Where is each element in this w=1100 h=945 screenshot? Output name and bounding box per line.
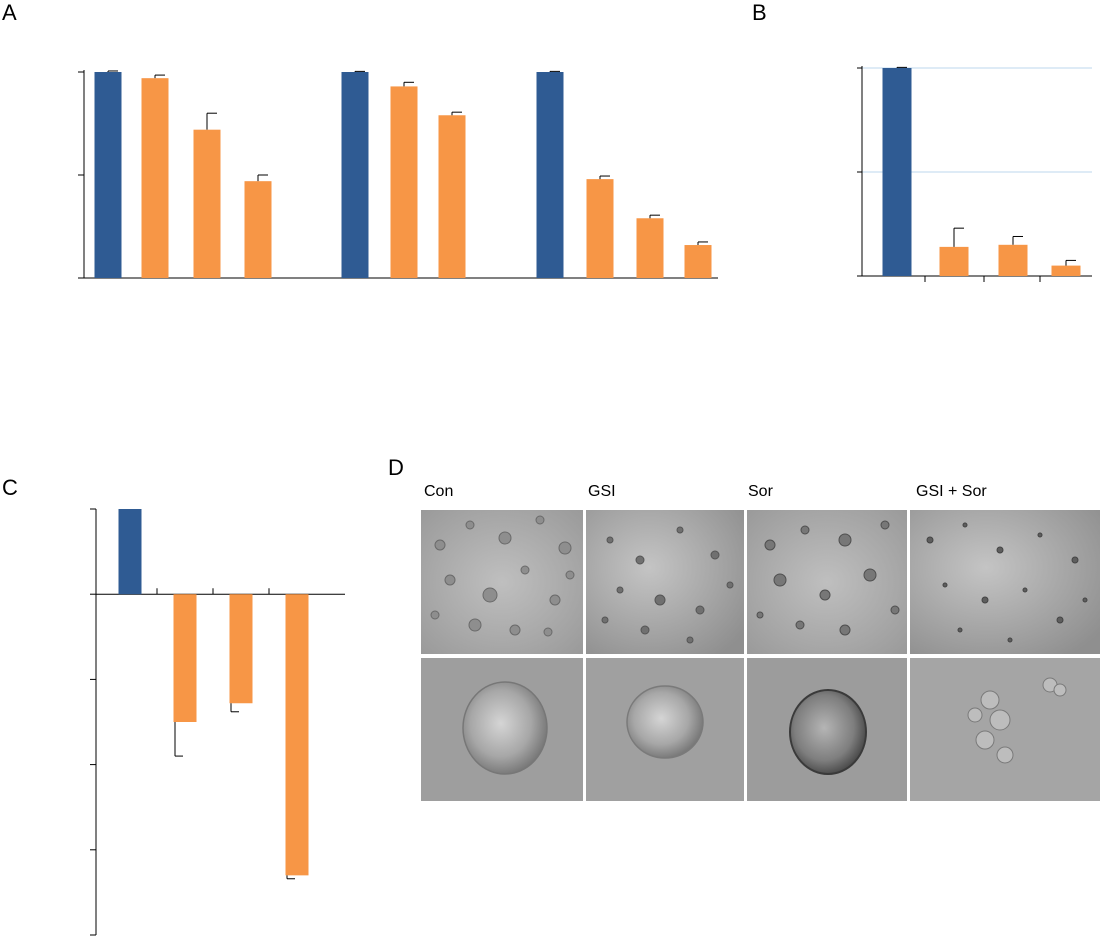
bar-gsi-sor-1-m — [939, 246, 969, 276]
micrograph-top-con — [421, 510, 583, 654]
micrograph-top-sor — [747, 510, 907, 654]
bar-gsi-sor-5-m — [1051, 265, 1081, 276]
micrograph-top-gsi-sor — [910, 510, 1100, 654]
bar-gsi-0-1-m-sor-5-m — [684, 245, 712, 278]
micrograph-bottom-sor — [747, 658, 907, 801]
bar-con — [118, 509, 142, 595]
panel-letter-c: C — [2, 475, 18, 500]
chart-a — [78, 70, 718, 279]
bar-sor-1-m — [141, 78, 169, 279]
bar-sor — [229, 594, 253, 704]
panel-letter-b: B — [752, 0, 767, 25]
micrograph-bottom-con — [421, 658, 583, 801]
bar-con — [341, 72, 369, 278]
bar-sor-5-m — [244, 181, 272, 278]
panel-letter-a: A — [2, 0, 17, 25]
bar-con — [882, 68, 912, 276]
bar-gsi-sor-3-m — [998, 244, 1028, 276]
photo-label-con: Con — [424, 483, 453, 500]
micrograph-top-gsi — [586, 510, 744, 654]
bar-gsi-0-1-m-sor-3-m — [636, 218, 664, 278]
bar-con — [536, 72, 564, 278]
bar-gsi-0-1-m — [390, 86, 418, 278]
bar-gsi-0-1-m-sor-1-m — [586, 179, 614, 278]
chart-c — [90, 508, 345, 936]
panel-letter-d: D — [388, 455, 404, 480]
bar-gsi — [173, 594, 197, 722]
chart-b — [857, 66, 1092, 282]
photo-label-gsi-sor: GSI + Sor — [916, 483, 987, 500]
bar-sor-3-m — [193, 129, 221, 278]
bar-gsi-0-25-m — [438, 115, 466, 278]
photo-label-sor: Sor — [748, 483, 774, 500]
micrograph-bottom-gsi-sor — [910, 658, 1100, 801]
bar-gsi-sor — [285, 594, 309, 876]
photo-label-gsi: GSI — [588, 483, 616, 500]
bar-con — [94, 72, 122, 278]
micrograph-bottom-gsi — [586, 658, 744, 801]
